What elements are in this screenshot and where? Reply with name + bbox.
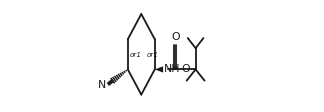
Text: N: N [98,80,106,90]
Text: O: O [171,32,180,42]
Text: O: O [181,64,190,74]
Text: or1: or1 [130,52,142,58]
Text: or1: or1 [146,52,158,58]
Text: NH: NH [164,64,180,74]
Polygon shape [155,66,163,73]
